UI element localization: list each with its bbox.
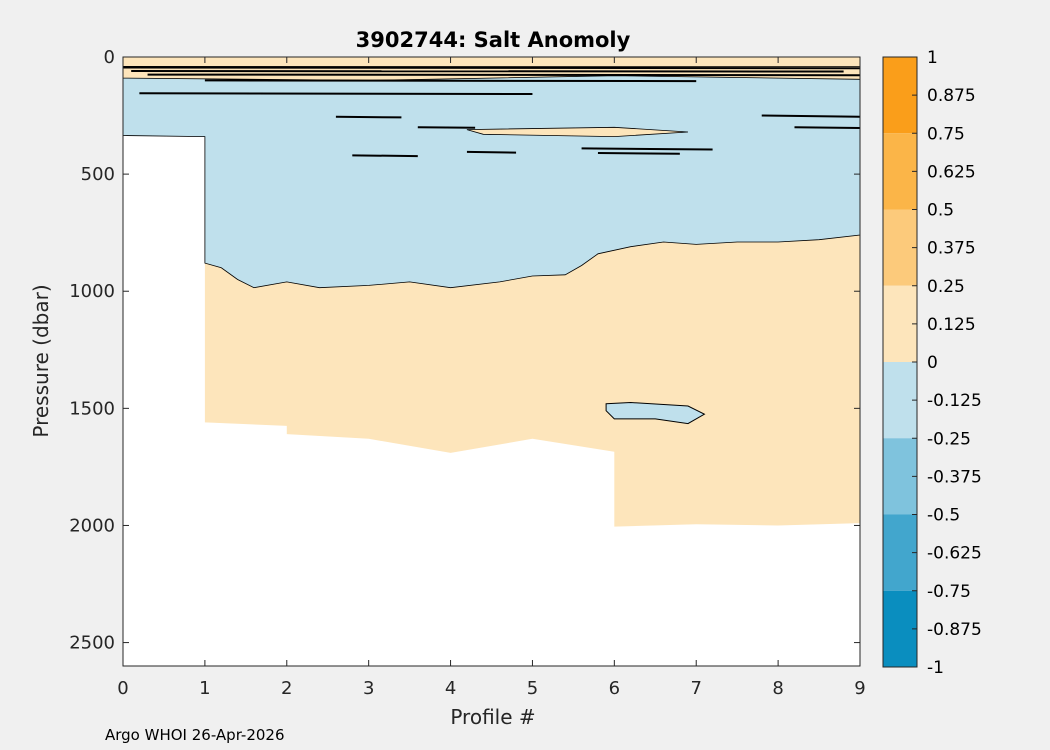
negative-patch [605,401,706,425]
colorbar-tick-label: -0.5 [927,506,960,526]
colorbar-tick-label: 0 [927,353,938,373]
colorbar-tick-label: 0.375 [927,239,976,259]
colorbar-tick-label: -0.375 [927,467,982,487]
plot-area: 0 1 2 3 4 5 6 7 8 9 0 500 1000 1500 2000 2500 [69,47,866,699]
chart-title: 3902744: Salt Anomoly [356,28,631,52]
contour-line [761,114,861,118]
colorbar-tick-label: 0.625 [927,162,976,182]
colorbar-tick-label: 1 [927,48,938,68]
colorbar-tick-label: 0.5 [927,201,954,221]
colorbar-band [883,438,917,515]
colorbar-band [883,133,917,210]
x-tick-label: 1 [199,678,210,699]
y-tick-label: 0 [104,47,115,68]
x-tick-label: 7 [690,678,701,699]
axes-box [122,56,861,667]
y-tick-label: 2000 [69,515,115,536]
colorbar-tick-label: -0.875 [927,620,982,640]
x-tick-label: 3 [363,678,374,699]
colorbar-band [883,57,917,134]
contour-line [352,154,418,158]
colorbar-tick-label: -0.75 [927,582,971,602]
colorbar: 1 0.875 0.75 0.625 0.5 0.375 0.25 0.125 0 -0.125 -… [882,48,982,678]
colorbar-band [883,285,917,362]
y-tick-label: 500 [81,164,115,185]
x-tick-label: 2 [281,678,292,699]
y-tick-label: 1000 [69,281,115,302]
x-axis-label: Profile # [450,705,535,729]
colorbar-tick-label: -1 [927,658,944,678]
y-tick-label: 2500 [69,633,115,654]
x-tick-label: 4 [445,678,456,699]
y-tick-label: 1500 [69,398,115,419]
colorbar-tick-label: 0.75 [927,124,965,144]
colorbar-band [883,590,917,667]
colorbar-tick-label: 0.125 [927,315,976,335]
footer-credit: Argo WHOI 26-Apr-2026 [105,726,285,744]
contour-line [204,79,697,83]
contour-line [122,66,861,70]
contour-line [147,73,861,77]
colorbar-tick-label: 0.25 [927,277,965,297]
contour-line [581,147,713,151]
colorbar-tick-label: 0.875 [927,86,976,106]
x-tick-label: 6 [609,678,620,699]
x-tick-label: 8 [772,678,783,699]
x-tick-label: 5 [527,678,538,699]
x-tick-label: 9 [854,678,865,699]
negative-anomaly-region [122,66,861,289]
x-tick-label: 0 [117,678,128,699]
contour-line [466,150,517,154]
colorbar-tick-label: -0.125 [927,391,982,411]
contour-line [794,126,861,129]
colorbar-band [883,362,917,439]
contour-line [335,115,402,119]
contour-line [597,152,680,155]
positive-streak [466,126,689,138]
y-axis-label: Pressure (dbar) [29,284,53,437]
colorbar-band [883,514,917,591]
colorbar-tick-label: -0.25 [927,429,971,449]
contour-line [139,92,533,96]
colorbar-tick-label: -0.625 [927,544,982,564]
colorbar-band [883,209,917,286]
